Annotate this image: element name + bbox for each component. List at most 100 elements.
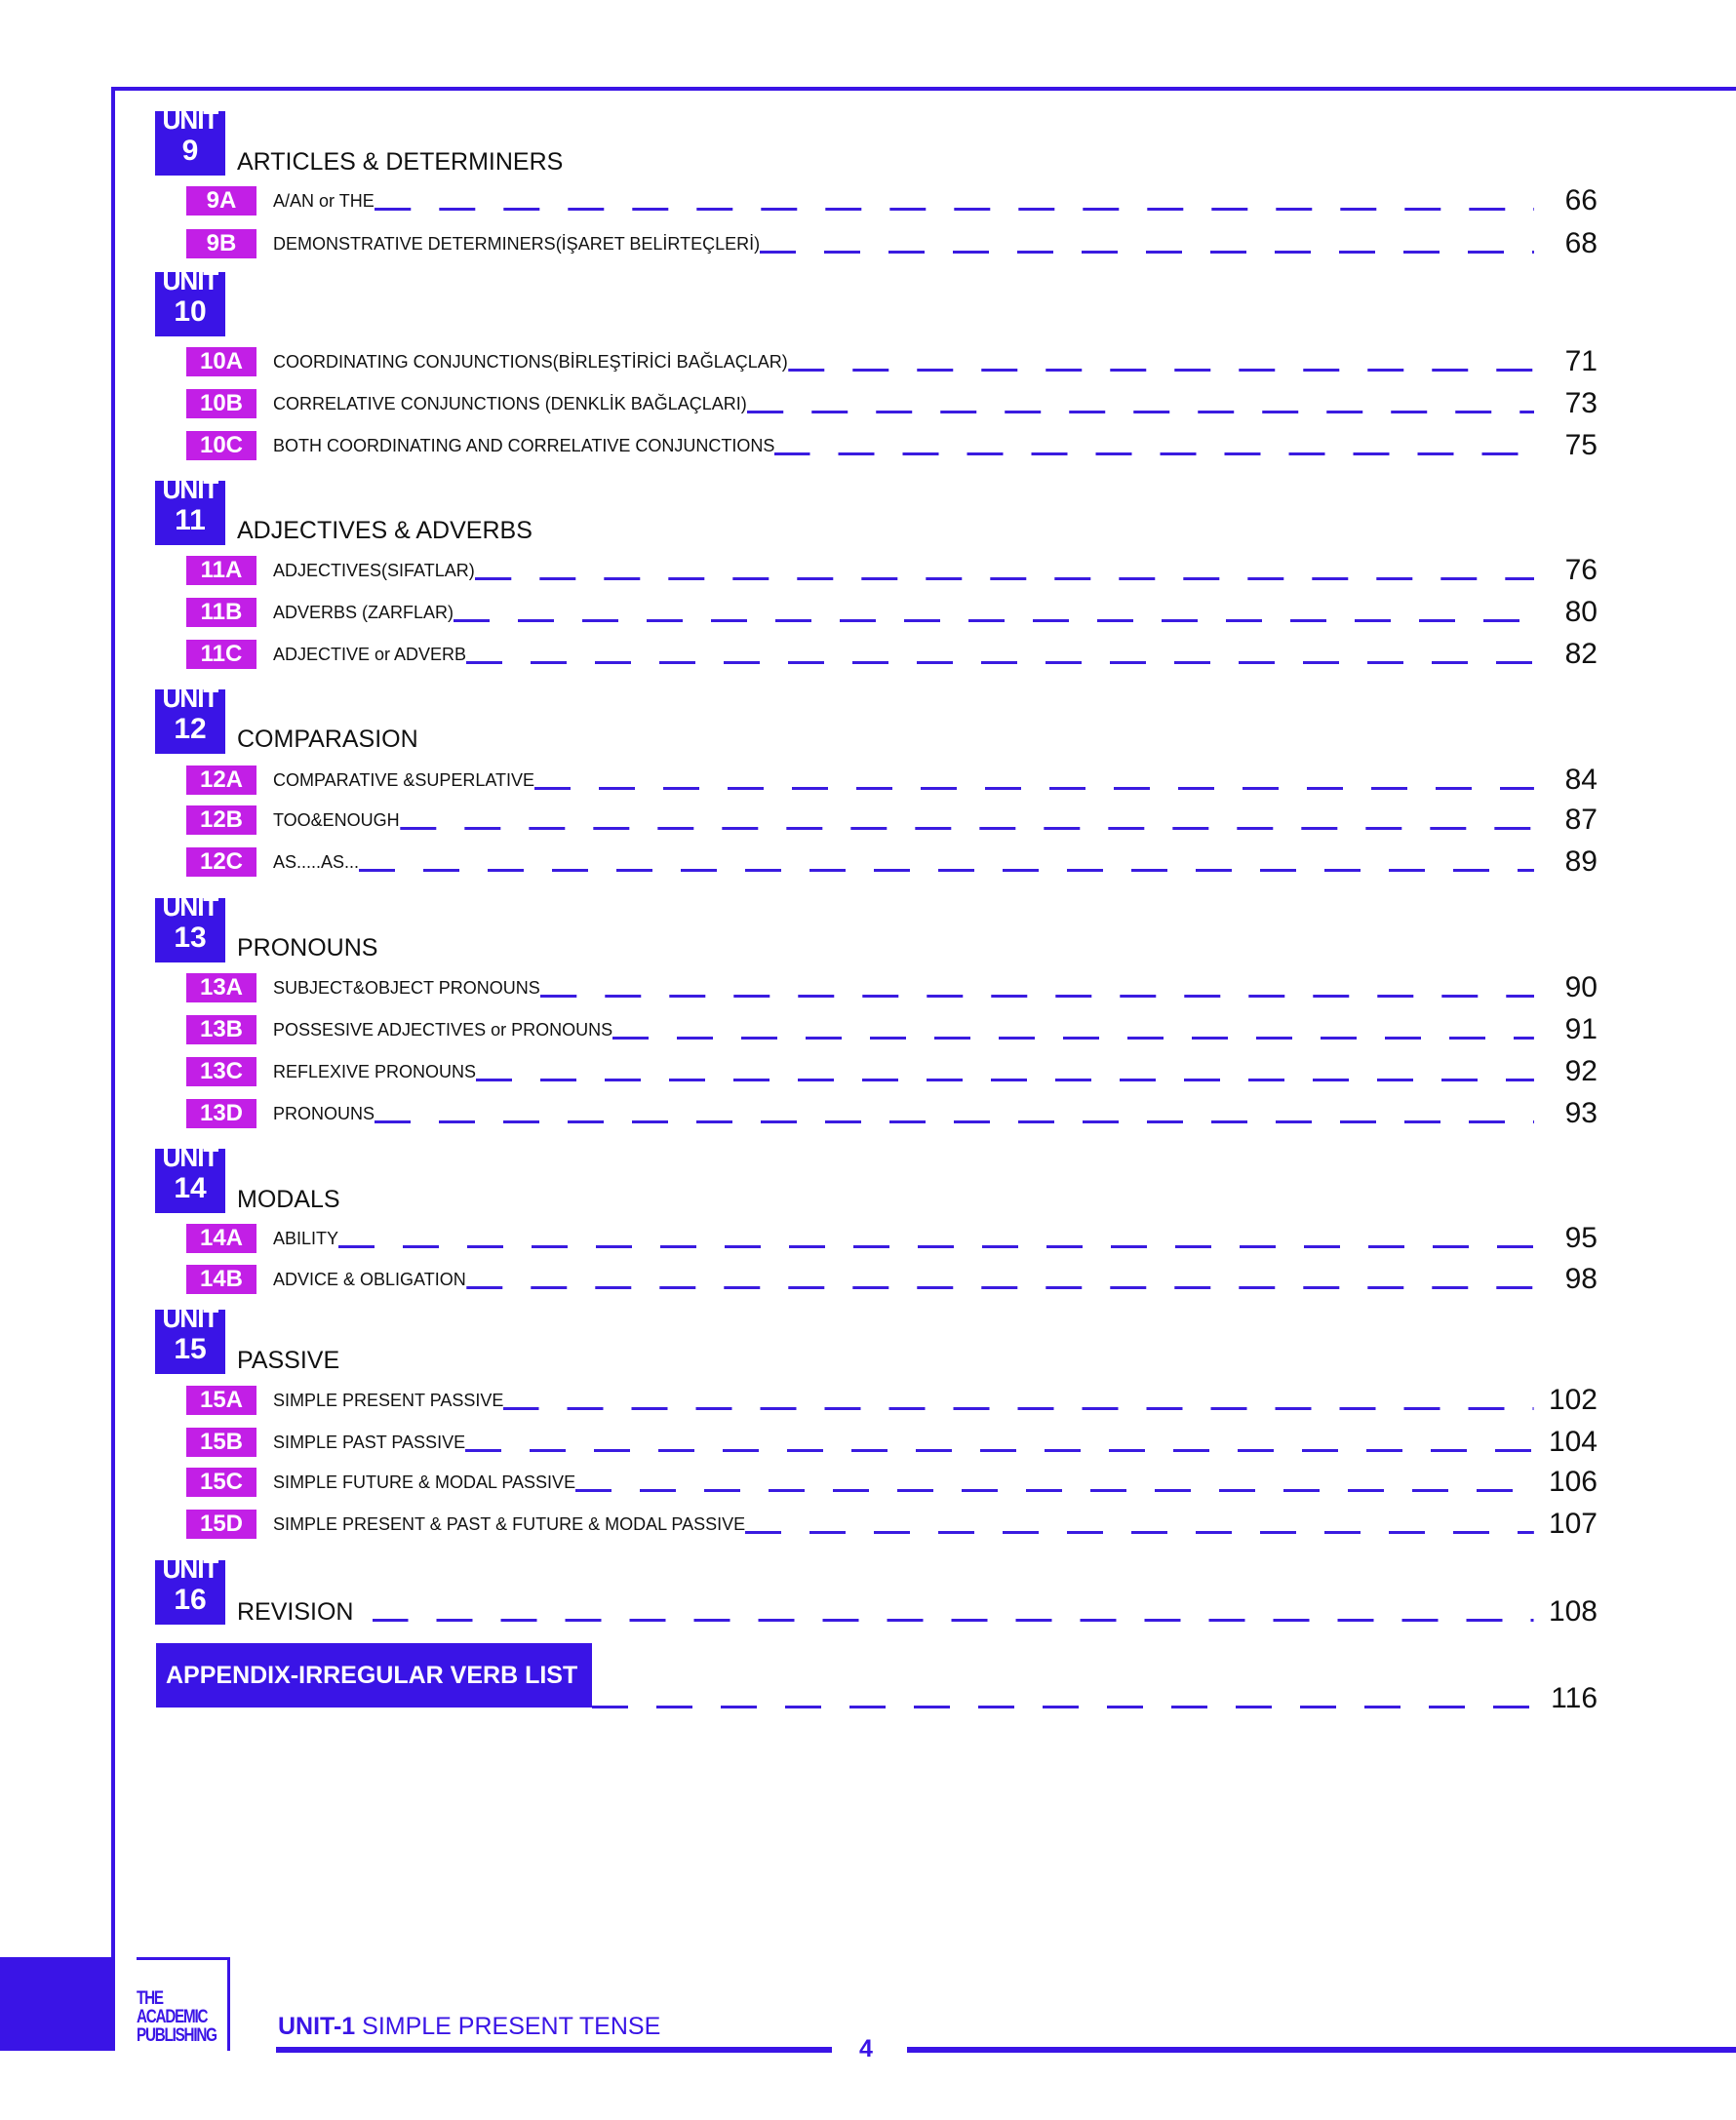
lesson-title: COMPARATIVE &SUPERLATIVE (273, 769, 535, 790)
dash-leader (338, 1245, 1534, 1248)
unit-badge: UNIT 12 (155, 686, 225, 754)
lesson-row[interactable]: 11C ADJECTIVE or ADVERB 82 (186, 638, 1598, 670)
page-number: 66 (1564, 184, 1598, 216)
unit-number: 14 (174, 1172, 207, 1204)
page-number: 73 (1564, 387, 1598, 419)
unit-title: PRONOUNS (237, 934, 378, 962)
footer-running-title: UNIT-1 SIMPLE PRESENT TENSE (278, 2013, 660, 2041)
unit-badge: UNIT 14 (155, 1145, 225, 1213)
dash-leader (746, 411, 1534, 413)
page-number: 106 (1548, 1466, 1598, 1498)
page-number: 98 (1564, 1263, 1598, 1295)
lesson-row[interactable]: 14B ADVICE & OBLIGATION 98 (186, 1263, 1598, 1295)
lesson-title: SIMPLE PRESENT & PAST & FUTURE & MODAL P… (273, 1513, 746, 1534)
unit-label: UNIT (162, 1304, 219, 1333)
page-number: 91 (1564, 1013, 1598, 1045)
unit-badge: UNIT 9 (155, 107, 225, 176)
unit-number: 13 (174, 922, 207, 954)
lesson-title: COORDINATING CONJUNCTIONS(BİRLEŞTİRİCİ B… (273, 351, 788, 372)
unit-label: UNIT (162, 1143, 219, 1172)
lesson-row[interactable]: 12A COMPARATIVE &SUPERLATIVE 84 (186, 764, 1598, 796)
dash-leader (373, 1619, 1534, 1622)
lesson-title: SIMPLE PRESENT PASSIVE (273, 1390, 504, 1410)
lesson-row[interactable]: 13D PRONOUNS 93 (186, 1097, 1598, 1129)
dash-leader (774, 452, 1534, 455)
lesson-title: ADJECTIVES(SIFATLAR) (273, 560, 475, 580)
page-number: 71 (1564, 345, 1598, 377)
page-number: 107 (1548, 1508, 1598, 1540)
lesson-code-badge: 15C (186, 1468, 256, 1497)
lesson-title: SIMPLE FUTURE & MODAL PASSIVE (273, 1472, 576, 1492)
lesson-title: ABILITY (273, 1228, 339, 1248)
frame-top-border (111, 87, 1736, 91)
appendix-badge[interactable]: APPENDIX-IRREGULAR VERB LIST (156, 1643, 592, 1708)
lesson-title: REFLEXIVE PRONOUNS (273, 1061, 477, 1081)
unit-title: ARTICLES & DETERMINERS (237, 148, 564, 176)
unit-title: MODALS (237, 1186, 340, 1213)
lesson-row[interactable]: 11A ADJECTIVES(SIFATLAR) 76 (186, 554, 1598, 586)
dash-leader (466, 661, 1534, 664)
lesson-code-badge: 13C (186, 1057, 256, 1086)
dash-leader (465, 1449, 1534, 1452)
publisher-logo-text: THE ACADEMIC PUBLISHING (137, 1988, 217, 2046)
lesson-row[interactable]: 12B TOO&ENOUGH 87 (186, 804, 1598, 836)
unit-number: 10 (174, 295, 207, 328)
unit-label: UNIT (162, 892, 219, 922)
lesson-row[interactable]: 15D SIMPLE PRESENT & PAST & FUTURE & MODA… (186, 1508, 1598, 1540)
lesson-title: ADVICE & OBLIGATION (273, 1269, 466, 1289)
unit-title: COMPARASION (237, 726, 418, 753)
lesson-row[interactable]: 9B DEMONSTRATIVE DETERMINERS(İŞARET BELİR… (186, 227, 1598, 259)
dash-leader (612, 1037, 1534, 1040)
unit-label: UNIT (162, 105, 219, 135)
lesson-title: BOTH COORDINATING AND CORRELATIVE CONJUN… (273, 435, 775, 455)
lesson-code-badge: 13B (186, 1015, 256, 1044)
dash-leader (476, 1079, 1534, 1081)
dash-leader (745, 1531, 1534, 1534)
lesson-code-badge: 11B (186, 598, 256, 627)
lesson-row[interactable]: 15A SIMPLE PRESENT PASSIVE 102 (186, 1384, 1598, 1416)
unit-number: 11 (175, 504, 206, 536)
dash-leader (592, 1706, 1534, 1708)
footer-rule (276, 2047, 832, 2053)
page-number: 82 (1564, 638, 1598, 670)
unit-badge: UNIT 15 (155, 1306, 225, 1374)
lesson-row[interactable]: 13B POSSESIVE ADJECTIVES or PRONOUNS 91 (186, 1013, 1598, 1045)
lesson-code-badge: 14A (186, 1224, 256, 1253)
dash-leader (539, 995, 1534, 998)
lesson-code-badge: 15D (186, 1510, 256, 1539)
lesson-row[interactable]: 9A A/AN or THE 66 (186, 184, 1598, 216)
unit-row[interactable]: REVISION 108 (237, 1595, 1598, 1628)
dash-leader (359, 869, 1534, 872)
page-number: 75 (1564, 429, 1598, 461)
lesson-code-badge: 14B (186, 1265, 256, 1294)
footer-unit-title: SIMPLE PRESENT TENSE (362, 2013, 661, 2040)
lesson-row[interactable]: 12C AS.....AS... 89 (186, 845, 1598, 878)
appendix-row[interactable]: 116 (592, 1682, 1598, 1714)
appendix-title: APPENDIX-IRREGULAR VERB LIST (166, 1662, 578, 1689)
lesson-row[interactable]: 10C BOTH COORDINATING AND CORRELATIVE CON… (186, 429, 1598, 461)
page-number: 108 (1548, 1595, 1598, 1628)
lesson-code-badge: 9A (186, 186, 256, 216)
dash-leader (399, 827, 1534, 830)
lesson-title: A/AN or THE (273, 190, 375, 211)
lesson-title: ADVERBS (ZARFLAR) (273, 602, 454, 622)
page-number: 90 (1564, 971, 1598, 1003)
lesson-row[interactable]: 15C SIMPLE FUTURE & MODAL PASSIVE 106 (186, 1466, 1598, 1498)
lesson-row[interactable]: 15B SIMPLE PAST PASSIVE 104 (186, 1426, 1598, 1458)
lesson-row[interactable]: 14A ABILITY 95 (186, 1222, 1598, 1254)
lesson-row[interactable]: 11B ADVERBS (ZARFLAR) 80 (186, 596, 1598, 628)
unit-number: 16 (174, 1584, 207, 1616)
lesson-title: ADJECTIVE or ADVERB (273, 644, 467, 664)
lesson-row[interactable]: 13A SUBJECT&OBJECT PRONOUNS 90 (186, 971, 1598, 1003)
page-number: 76 (1564, 554, 1598, 586)
lesson-code-badge: 12C (186, 847, 256, 877)
dash-leader (534, 787, 1534, 790)
lesson-code-badge: 11A (186, 556, 256, 585)
dash-leader (454, 619, 1534, 622)
lesson-row[interactable]: 10A COORDINATING CONJUNCTIONS(BİRLEŞTİRİC… (186, 345, 1598, 377)
unit-title: PASSIVE (237, 1347, 340, 1374)
lesson-code-badge: 13D (186, 1099, 256, 1128)
page-number: 84 (1564, 764, 1598, 796)
lesson-row[interactable]: 13C REFLEXIVE PRONOUNS 92 (186, 1055, 1598, 1087)
lesson-row[interactable]: 10B CORRELATIVE CONJUNCTIONS (DENKLİK BAĞ… (186, 387, 1598, 419)
